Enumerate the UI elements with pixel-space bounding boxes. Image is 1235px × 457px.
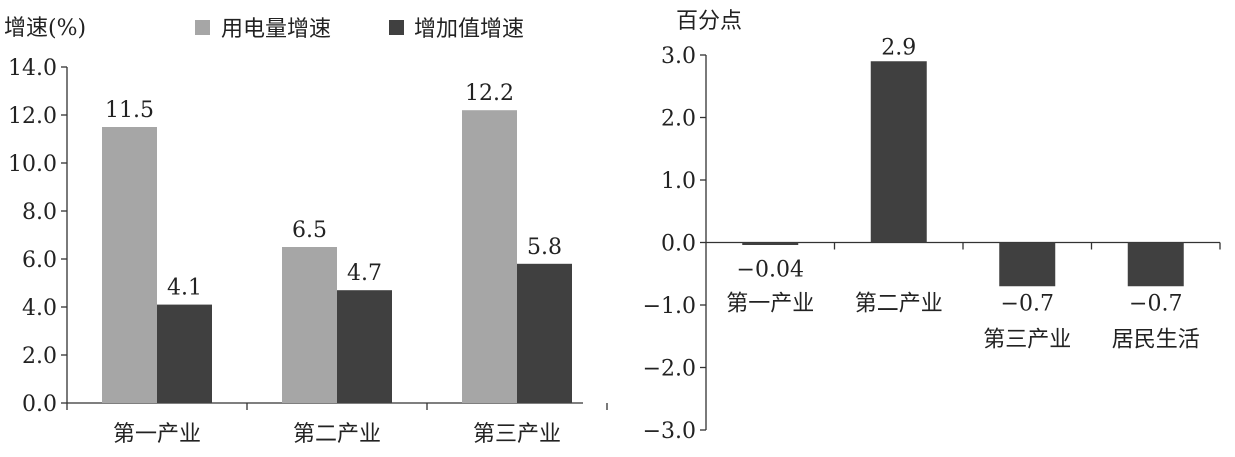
x-category-label: 第二产业 xyxy=(293,422,381,447)
bar-data-label: 6.5 xyxy=(292,218,327,243)
y-tick-label: 0.0 xyxy=(22,392,57,417)
bar-value-added-2 xyxy=(337,290,392,403)
bar-3 xyxy=(999,242,1056,287)
x-category-label: 居民生活 xyxy=(1112,328,1200,353)
x-category-label: 第一产业 xyxy=(113,422,201,447)
y-tick-label: 12.0 xyxy=(8,104,57,129)
bar-data-label: 11.5 xyxy=(105,98,154,123)
bar-data-label: −0.04 xyxy=(737,258,804,283)
y-tick-label: 10.0 xyxy=(8,152,57,177)
bar-power-2 xyxy=(282,247,337,403)
y-tick-label: 8.0 xyxy=(22,200,57,225)
y-tick-label: 6.0 xyxy=(22,248,57,273)
y-axis-title: 增速(%) xyxy=(4,16,86,41)
x-category-label: 第三产业 xyxy=(983,328,1071,353)
y-tick-label: 2.0 xyxy=(661,107,696,132)
bar-data-label: 12.2 xyxy=(465,81,514,106)
right-chart: −3.0 −2.0 −1.0 0.0 1.0 2.0 3.0 −0.04 第一产业 2.9 第二产业… xyxy=(643,9,1221,444)
bar-power-1 xyxy=(102,127,157,403)
y-tick-label: 1.0 xyxy=(661,169,696,194)
legend-swatch xyxy=(389,20,404,35)
legend-swatch xyxy=(195,20,210,35)
bar-power-3 xyxy=(462,110,517,403)
bar-1 xyxy=(742,242,799,245)
legend-label: 增加值增速 xyxy=(414,17,524,42)
bar-2 xyxy=(870,61,927,243)
y-tick-label: −3.0 xyxy=(643,419,696,444)
y-tick-label: −2.0 xyxy=(643,357,696,382)
bar-4 xyxy=(1127,242,1184,287)
y-tick-label: 2.0 xyxy=(22,344,57,369)
legend-label: 用电量增速 xyxy=(221,17,331,42)
y-tick-label: 4.0 xyxy=(22,296,57,321)
y-axis-title: 百分点 xyxy=(676,9,742,34)
bar-data-label: 5.8 xyxy=(527,235,562,260)
y-tick-label: 14.0 xyxy=(8,56,57,81)
bar-data-label: 4.7 xyxy=(347,261,382,286)
y-tick-label: −1.0 xyxy=(643,294,696,319)
bar-data-label: −0.7 xyxy=(1129,292,1182,317)
x-category-label: 第三产业 xyxy=(473,422,561,447)
bar-data-label: 2.9 xyxy=(881,35,916,60)
left-chart: 0.0 2.0 4.0 6.0 8.0 10.0 12.0 14.0 11.5 4.1 第一产业 6.… xyxy=(4,16,608,447)
x-category-label: 第二产业 xyxy=(855,292,943,317)
bar-value-added-1 xyxy=(157,304,212,403)
bar-value-added-3 xyxy=(517,263,572,403)
y-tick-label: 0.0 xyxy=(661,232,696,257)
bar-data-label: −0.7 xyxy=(1001,292,1054,317)
y-tick-label: 3.0 xyxy=(661,44,696,69)
bar-data-label: 4.1 xyxy=(167,276,202,301)
x-category-label: 第一产业 xyxy=(726,292,814,317)
